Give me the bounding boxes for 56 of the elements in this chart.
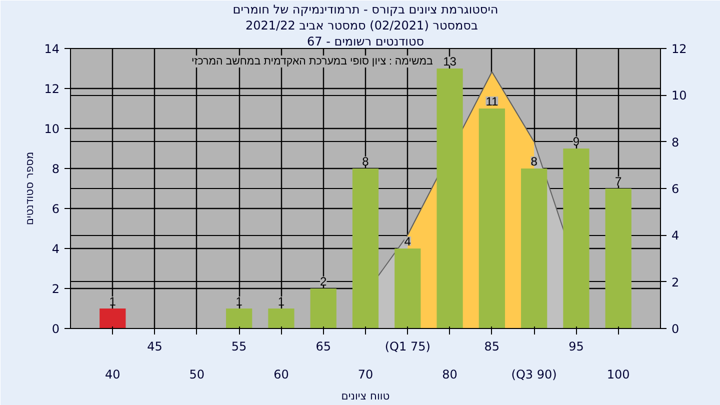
y-tick-label: 0 <box>52 322 60 336</box>
bar <box>605 188 632 328</box>
x-tick-label: 55 <box>231 340 247 354</box>
bar <box>394 248 421 328</box>
y2-tick-label: 8 <box>672 135 680 150</box>
data-label: 1 <box>236 294 243 308</box>
y-tick-label: 10 <box>44 122 60 136</box>
x-tick-label: 100 <box>606 368 630 382</box>
x-tick-label: 85 <box>484 340 500 354</box>
y2-tick-label: 10 <box>672 88 687 103</box>
chart-subtitle: בסמסטר (02/2021) סמסטר אביב 2021/22 <box>245 18 478 32</box>
data-label: 11 <box>486 94 498 108</box>
bar <box>226 308 252 328</box>
data-label: 8 <box>530 154 538 168</box>
y-tick-label: 6 <box>52 202 60 216</box>
annotation: סטודנטים רשומים - 67 <box>306 34 424 48</box>
y2-tick-label: 0 <box>672 322 680 336</box>
data-label: 4 <box>404 234 412 248</box>
bar <box>352 168 379 328</box>
x-tick-label: 60 <box>274 368 289 382</box>
bar <box>310 288 336 328</box>
x-tick-label: 70 <box>358 368 374 382</box>
bar <box>100 308 126 328</box>
data-label: 2 <box>320 274 328 288</box>
y2-tick-label: 4 <box>672 228 680 243</box>
x-tick-label: 50 <box>189 368 205 382</box>
y-tick-label: 12 <box>44 82 60 96</box>
y-tick-label: 14 <box>44 42 60 56</box>
data-label: 8 <box>362 154 370 168</box>
x-tick-label: (Q1 75) <box>384 340 430 354</box>
x-tick-label: 40 <box>105 368 120 382</box>
data-label: 9 <box>572 134 580 148</box>
x-tick-label: 45 <box>147 340 162 354</box>
x-tick-label: 80 <box>442 368 458 382</box>
data-label: 13 <box>443 54 457 68</box>
data-label: 1 <box>278 294 285 308</box>
annotation: במשימה : ציון סופי במערכת האקדמית במחשב המרכזי <box>192 56 433 68</box>
chart-title: היסטוגרמת ציונים בקורס - תרמודינמיקה של חומרים <box>232 2 498 16</box>
bar <box>563 148 590 328</box>
y-tick-label: 4 <box>52 242 60 256</box>
bar <box>478 108 505 328</box>
bar <box>521 168 548 328</box>
x-tick-label: 65 <box>316 340 332 354</box>
y2-tick-label: 6 <box>672 182 680 196</box>
y2-tick-label: 2 <box>672 275 680 290</box>
y-tick-label: 2 <box>52 282 60 296</box>
data-label: 7 <box>615 174 622 188</box>
y-tick-label: 8 <box>52 162 60 176</box>
x-axis-title: טווח ציונים <box>341 390 390 402</box>
x-tick-label: (Q3 90) <box>511 368 557 382</box>
y-axis-title: מספר סטודנטים <box>23 152 36 226</box>
data-label: 1 <box>109 294 116 308</box>
x-tick-label: 95 <box>568 340 584 354</box>
y2-tick-label: 12 <box>672 42 687 56</box>
bar <box>436 68 463 328</box>
bar <box>268 308 294 328</box>
